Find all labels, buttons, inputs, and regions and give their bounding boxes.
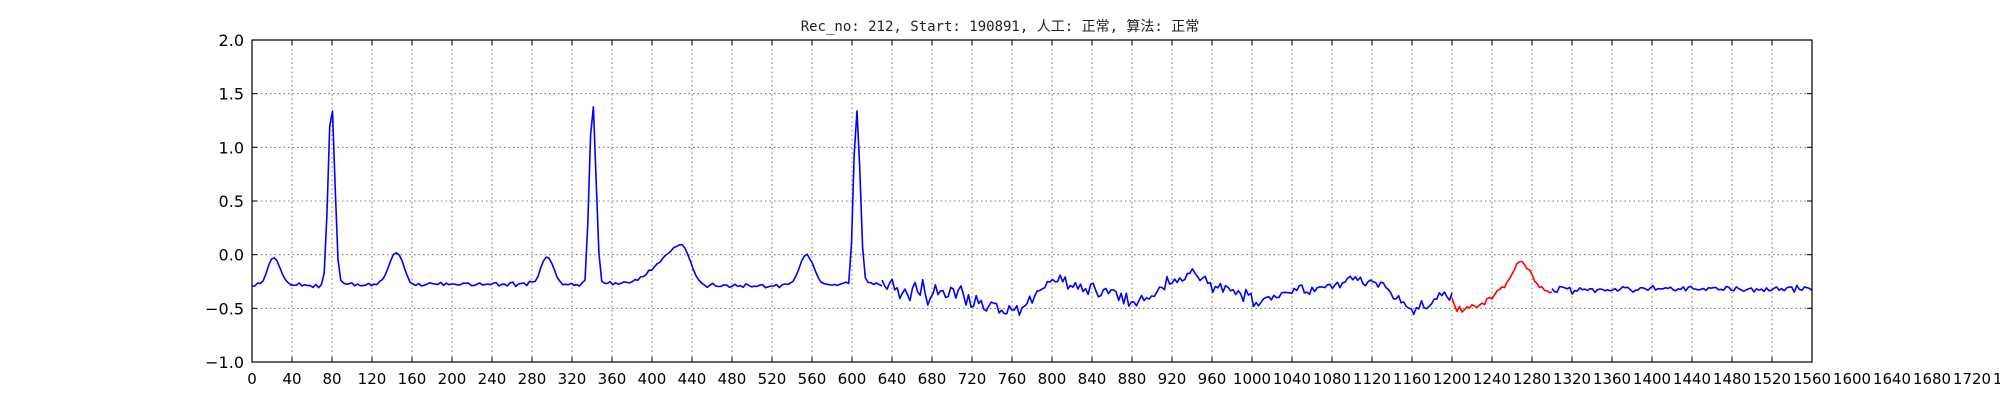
x-tick-label: 760 (998, 370, 1027, 388)
y-tick-labels: −1.0 −0.5 0.0 0.5 1.0 1.5 2.0 (205, 31, 244, 372)
x-tick-label: 1040 (1273, 370, 1311, 388)
x-tick-label: 400 (638, 370, 667, 388)
x-tick-label: 360 (598, 370, 627, 388)
x-tick-label: 1120 (1353, 370, 1391, 388)
x-tick-label: 880 (1118, 370, 1147, 388)
x-tick-label: 1400 (1633, 370, 1671, 388)
x-tick-label: 1560 (1793, 370, 1831, 388)
x-tick-label: 800 (1038, 370, 1067, 388)
x-tick-label: 840 (1078, 370, 1107, 388)
x-tick-label: 440 (678, 370, 707, 388)
x-tick-label: 640 (878, 370, 907, 388)
ecg-series-line-2 (881, 267, 1453, 317)
y-tick-label: 2.0 (219, 31, 244, 50)
x-tick-label: 520 (758, 370, 787, 388)
x-tick-label: 1200 (1433, 370, 1471, 388)
series-lines (251, 106, 1813, 317)
axis-ticks (252, 39, 1812, 363)
grid-lines (252, 40, 1812, 362)
x-tick-labels: 0 40 80 120 160 200 240 280 320 360 400 440 480 520 56… (247, 370, 2000, 388)
x-tick-label: 1280 (1513, 370, 1551, 388)
x-tick-label: 1080 (1313, 370, 1351, 388)
x-tick-label: 600 (838, 370, 867, 388)
x-tick-label: 680 (918, 370, 947, 388)
ecg-series-line-3 (1451, 260, 1553, 313)
x-tick-label: 960 (1198, 370, 1227, 388)
chart-title: Rec_no: 212, Start: 190891, 人工: 正常, 算法: … (800, 19, 1200, 35)
x-tick-label: 1160 (1393, 370, 1431, 388)
x-tick-label: 1000 (1233, 370, 1271, 388)
x-tick-label: 80 (322, 370, 341, 388)
y-tick-label: −1.0 (205, 353, 244, 372)
x-tick-label: 200 (438, 370, 467, 388)
x-tick-label: 1520 (1753, 370, 1791, 388)
ecg-series-line-1 (251, 106, 883, 289)
x-tick-label: 0 (247, 370, 257, 388)
x-tick-label: 1640 (1873, 370, 1911, 388)
x-tick-label: 40 (282, 370, 301, 388)
y-tick-label: 0.5 (219, 192, 244, 211)
x-tick-label: 1320 (1553, 370, 1591, 388)
x-tick-label: 240 (478, 370, 507, 388)
ecg-series-line-4 (1551, 284, 1813, 295)
x-tick-label: 1440 (1673, 370, 1711, 388)
x-tick-label: 120 (358, 370, 387, 388)
x-tick-label: 280 (518, 370, 547, 388)
x-tick-label: 1720 (1953, 370, 1991, 388)
x-tick-label: 1480 (1713, 370, 1751, 388)
x-tick-label: 480 (718, 370, 747, 388)
x-tick-label: 720 (958, 370, 987, 388)
x-tick-label: 160 (398, 370, 427, 388)
x-tick-label: 1680 (1913, 370, 1951, 388)
y-tick-label: −0.5 (205, 299, 244, 318)
y-tick-label: 1.5 (219, 85, 244, 104)
y-tick-label: 1.0 (219, 138, 244, 157)
x-tick-label: 320 (558, 370, 587, 388)
x-tick-label: 920 (1158, 370, 1187, 388)
x-tick-label: 560 (798, 370, 827, 388)
x-tick-label: 1760 (1993, 370, 2000, 388)
y-tick-label: 0.0 (219, 246, 244, 265)
x-tick-label: 1600 (1833, 370, 1871, 388)
x-tick-label: 1360 (1593, 370, 1631, 388)
x-tick-label: 1240 (1473, 370, 1511, 388)
